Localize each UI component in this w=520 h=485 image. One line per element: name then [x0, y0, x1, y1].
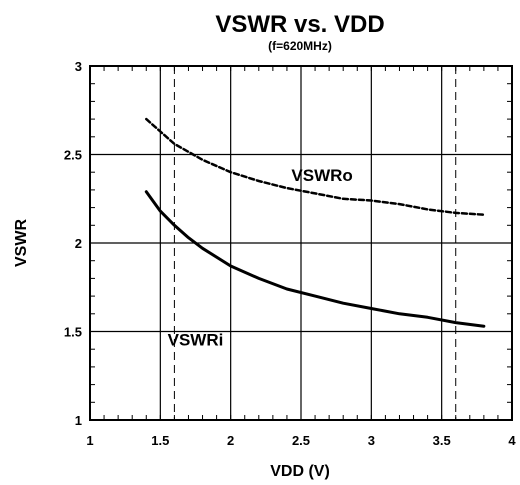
y-tick-label: 1: [75, 413, 82, 428]
x-tick-label: 2: [227, 433, 234, 448]
x-tick-label: 4: [508, 433, 516, 448]
y-tick-label: 2.5: [64, 148, 82, 163]
series-line-vswri: [144, 190, 486, 328]
series-lines: [144, 117, 486, 328]
series-line-vswro: [145, 117, 486, 216]
x-tick-label: 1.5: [151, 433, 169, 448]
x-axis-label: VDD (V): [270, 463, 330, 480]
x-tick-label: 3.5: [433, 433, 451, 448]
chart-title: VSWR vs. VDD: [215, 11, 384, 38]
y-tick-label: 3: [75, 59, 82, 74]
reference-lines: [173, 66, 457, 420]
annotations: VSWRo VSWRi: [168, 166, 353, 350]
chart-subtitle: (f=620MHz): [268, 39, 332, 53]
annotation-vswri: VSWRi: [168, 331, 224, 350]
y-tick-label: 2: [75, 236, 82, 251]
grid: [89, 65, 513, 421]
tick-labels: 1 1.5 2 2.5 3 3.5 4 1 1.5 2 2.5 3: [64, 59, 516, 448]
y-axis-label: VSWR: [13, 219, 30, 267]
annotation-vswro: VSWRo: [291, 166, 352, 185]
x-tick-label: 1: [86, 433, 93, 448]
x-tick-label: 2.5: [292, 433, 310, 448]
x-tick-label: 3: [368, 433, 375, 448]
y-tick-label: 1.5: [64, 325, 82, 340]
plot-area-frame: [89, 65, 513, 421]
